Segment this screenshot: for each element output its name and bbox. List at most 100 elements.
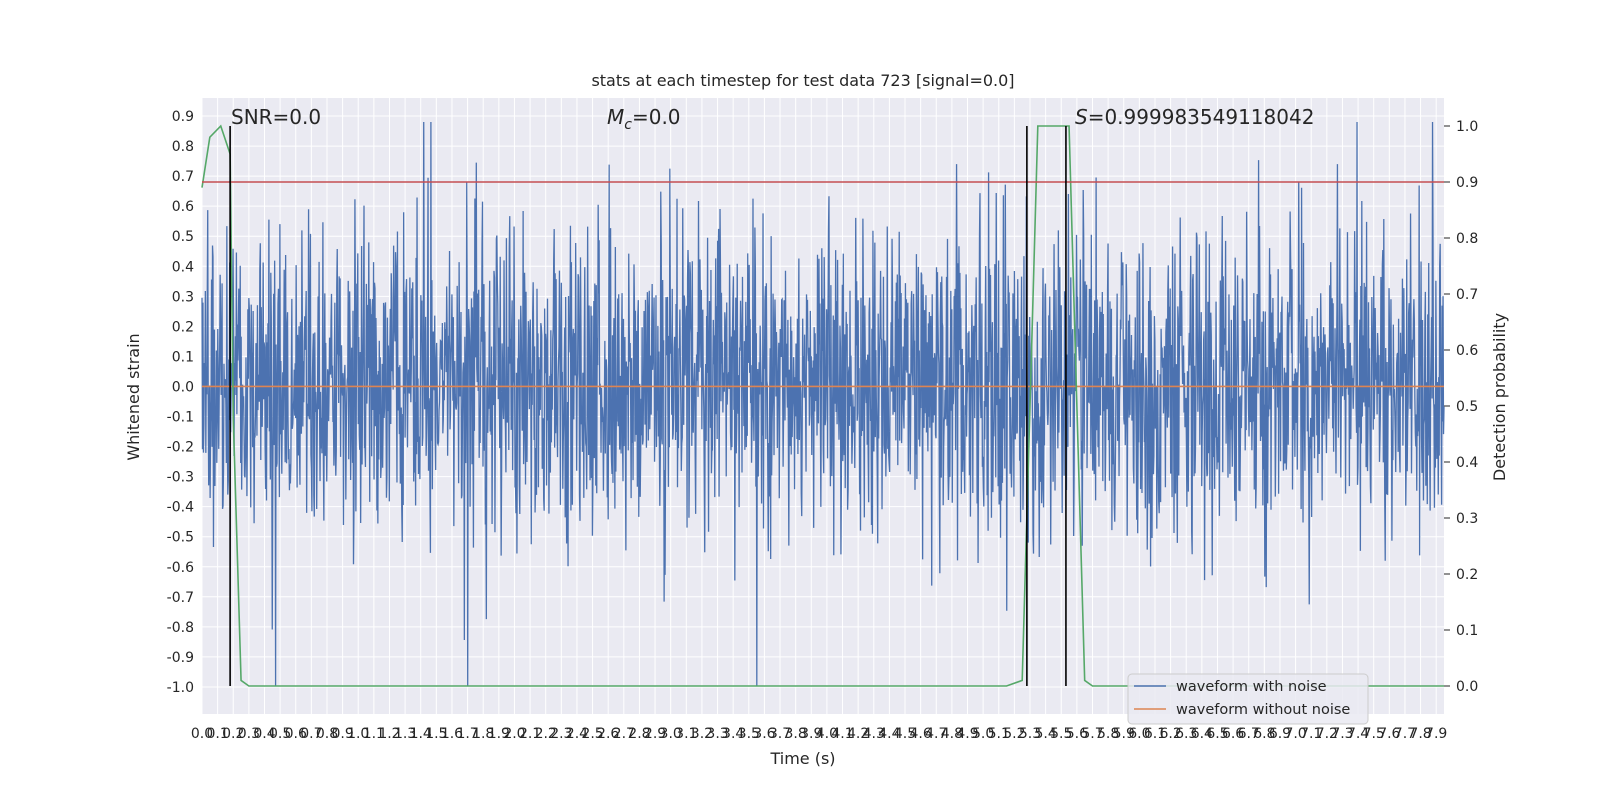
x-tick-label: 5.8 <box>1097 726 1119 742</box>
y-axis-label-right: Detection probability <box>1490 313 1509 481</box>
x-tick-label: 0.2 <box>222 726 244 742</box>
x-tick-label: 2.6 <box>597 726 619 742</box>
x-tick-label: 7.4 <box>1347 726 1369 742</box>
vertical-lines <box>229 126 1067 686</box>
y-tick-label-left: -0.1 <box>167 410 194 426</box>
x-tick-label: 3.2 <box>691 726 713 742</box>
x-tick-label: 6.6 <box>1222 726 1244 742</box>
x-axis-label: Time (s) <box>769 749 835 768</box>
x-tick-label: 1.7 <box>456 726 478 742</box>
series-detection-probability <box>201 124 1444 687</box>
x-tick-label: 7.3 <box>1331 726 1353 742</box>
x-tick-label: 0.0 <box>191 726 213 742</box>
x-tick-label: 3.3 <box>706 726 728 742</box>
x-tick-label: 4.0 <box>816 726 838 742</box>
x-tick-label: 6.1 <box>1144 726 1166 742</box>
x-tick-label: 1.0 <box>347 726 369 742</box>
x-tick-label: 1.5 <box>425 726 447 742</box>
x-tick-label: 4.1 <box>831 726 853 742</box>
y-tick-label-left: 0.0 <box>172 379 194 395</box>
y-tick-label-right: 1.0 <box>1456 119 1478 135</box>
x-tick-label: 2.9 <box>644 726 666 742</box>
s-value: =0.999983549118042 <box>1088 105 1315 129</box>
y-tick-label-left: -0.7 <box>167 590 194 606</box>
x-tick-label: 6.9 <box>1269 726 1291 742</box>
x-tick-label: 6.8 <box>1253 726 1275 742</box>
x-tick-label: 6.5 <box>1206 726 1228 742</box>
x-tick-label: 6.3 <box>1175 726 1197 742</box>
y-tick-label-left: 0.6 <box>172 199 194 215</box>
x-tick-label: 5.5 <box>1050 726 1072 742</box>
x-tick-label: 1.9 <box>488 726 510 742</box>
x-tick-label: 0.4 <box>253 726 275 742</box>
x-tick-label: 6.7 <box>1238 726 1260 742</box>
x-tick-label: 7.8 <box>1409 726 1431 742</box>
x-tick-label: 4.7 <box>925 726 947 742</box>
x-tick-label: 7.6 <box>1378 726 1400 742</box>
x-tick-label: 2.8 <box>628 726 650 742</box>
x-tick-label: 3.6 <box>753 726 775 742</box>
series-waveform-with-noise <box>201 122 1445 686</box>
y-tick-label-left: 0.9 <box>172 109 194 125</box>
x-tick-label: 7.7 <box>1394 726 1416 742</box>
x-tick-label: 2.7 <box>613 726 635 742</box>
y-tick-label-right: 0.4 <box>1456 455 1478 471</box>
legend-entry-clean: waveform without noise <box>1176 702 1350 718</box>
x-tick-label: 7.2 <box>1316 726 1338 742</box>
x-tick-label: 4.9 <box>956 726 978 742</box>
x-tick-label: 3.1 <box>675 726 697 742</box>
probability-trace <box>201 124 1444 687</box>
x-tick-label: 4.3 <box>863 726 885 742</box>
s-symbol: S <box>1075 105 1088 129</box>
legend-box <box>1127 673 1369 725</box>
x-ticks: 0.00.10.20.30.40.50.60.70.80.91.01.11.21… <box>191 726 1447 742</box>
x-tick-label: 5.3 <box>1019 726 1041 742</box>
x-tick-label: 5.7 <box>1081 726 1103 742</box>
y-tick-label-right: 0.9 <box>1456 175 1478 191</box>
x-tick-label: 5.4 <box>1034 726 1056 742</box>
x-tick-label: 3.7 <box>769 726 791 742</box>
y-axis-label-left: Whitened strain <box>124 333 143 460</box>
y-tick-label-right: 0.0 <box>1456 679 1478 695</box>
x-tick-label: 0.5 <box>269 726 291 742</box>
y-ticks-right: 1.0 0.9 0.8 0.7 0.6 0.5 0.4 0.3 0.2 0.1 0.0 <box>1444 119 1478 695</box>
x-tick-label: 7.1 <box>1300 726 1322 742</box>
x-tick-label: 2.2 <box>535 726 557 742</box>
x-tick-label: 3.8 <box>785 726 807 742</box>
x-tick-label: 1.4 <box>410 726 432 742</box>
x-tick-label: 2.1 <box>519 726 541 742</box>
y-tick-label-left: -0.6 <box>167 560 194 576</box>
y-tick-label-left: -0.3 <box>167 470 194 486</box>
x-tick-label: 5.6 <box>1066 726 1088 742</box>
x-tick-label: 0.3 <box>238 726 260 742</box>
x-tick-label: 6.4 <box>1191 726 1213 742</box>
x-tick-label: 2.4 <box>566 726 588 742</box>
x-tick-label: 0.1 <box>206 726 228 742</box>
y-tick-label-left: -0.5 <box>167 530 194 546</box>
x-tick-label: 7.0 <box>1284 726 1306 742</box>
x-tick-label: 5.9 <box>1113 726 1135 742</box>
x-tick-label: 2.0 <box>503 726 525 742</box>
x-tick-label: 5.2 <box>1003 726 1025 742</box>
x-tick-label: 4.4 <box>878 726 900 742</box>
x-tick-label: 3.4 <box>722 726 744 742</box>
y-tick-label-left: 0.4 <box>172 259 194 275</box>
y-tick-label-left: 0.3 <box>172 289 194 305</box>
x-tick-label: 4.5 <box>894 726 916 742</box>
x-tick-label: 1.1 <box>363 726 385 742</box>
chart-title: stats at each timestep for test data 723… <box>591 71 1014 90</box>
x-tick-label: 1.8 <box>472 726 494 742</box>
y-tick-label-left: -0.9 <box>167 650 194 666</box>
x-tick-label: 3.9 <box>800 726 822 742</box>
x-tick-label: 2.5 <box>581 726 603 742</box>
y-tick-label-left: -0.8 <box>167 620 194 636</box>
x-tick-label: 2.3 <box>550 726 572 742</box>
snr-annotation: SNR=0.0 <box>231 105 321 129</box>
x-tick-label: 5.1 <box>988 726 1010 742</box>
x-tick-label: 0.8 <box>316 726 338 742</box>
x-tick-label: 1.2 <box>378 726 400 742</box>
y-tick-label-right: 0.2 <box>1456 567 1478 583</box>
y-tick-label-right: 0.6 <box>1456 343 1478 359</box>
y-tick-label-left: 0.1 <box>172 349 194 365</box>
